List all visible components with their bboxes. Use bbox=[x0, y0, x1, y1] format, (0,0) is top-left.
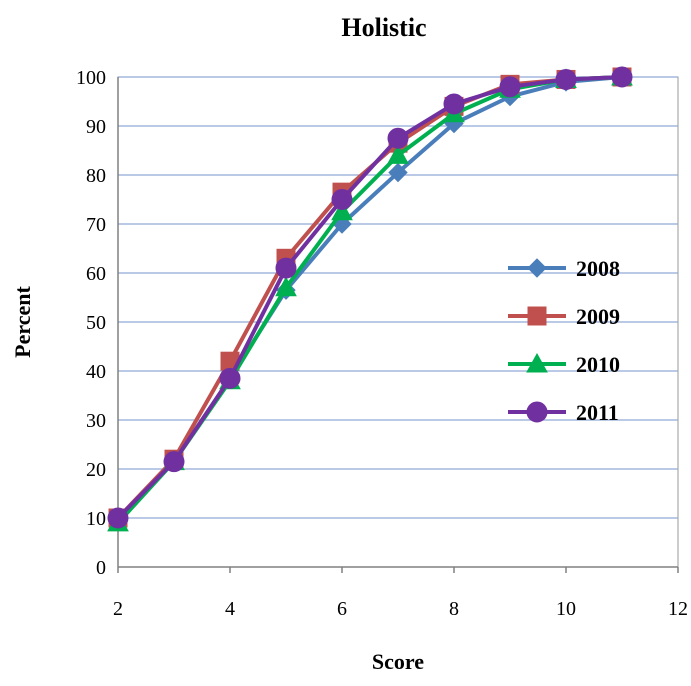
y-tick-label: 30 bbox=[86, 410, 106, 432]
data-point-circle bbox=[443, 93, 465, 115]
gridlines bbox=[118, 76, 678, 519]
series-line-2011 bbox=[116, 75, 624, 520]
data-point-circle bbox=[107, 507, 129, 529]
legend-entry-2009: 2009 bbox=[508, 304, 620, 329]
y-tick-label: 70 bbox=[86, 214, 106, 236]
y-tick-label: 20 bbox=[86, 459, 106, 481]
series-2011 bbox=[107, 66, 633, 529]
x-tick-label: 12 bbox=[668, 598, 688, 620]
y-tick-label: 100 bbox=[76, 67, 106, 89]
data-point-triangle bbox=[275, 276, 297, 297]
data-point-diamond bbox=[527, 258, 547, 278]
data-point-circle bbox=[275, 257, 297, 279]
y-axis-title: Percent bbox=[10, 286, 35, 358]
data-point-circle bbox=[555, 68, 577, 90]
legend: 2008 2009 2010 2011 bbox=[508, 256, 620, 425]
data-point-square bbox=[527, 306, 547, 326]
y-tick-label: 0 bbox=[96, 557, 106, 579]
y-tick-label: 80 bbox=[86, 165, 106, 187]
legend-label: 2010 bbox=[576, 352, 620, 377]
legend-entry-2011: 2011 bbox=[508, 400, 619, 425]
x-tick-label: 10 bbox=[556, 598, 576, 620]
y-tick-label: 40 bbox=[86, 361, 106, 383]
legend-entry-2010: 2010 bbox=[508, 352, 620, 377]
data-point-circle bbox=[331, 189, 353, 210]
axes: 0 10 20 30 40 50 60 70 80 90 100 2 4 6 8 10 12 bbox=[76, 67, 688, 620]
series-group bbox=[107, 65, 633, 532]
data-point-triangle bbox=[387, 144, 409, 164]
data-point-circle bbox=[611, 66, 633, 88]
data-point-circle bbox=[219, 367, 241, 389]
data-point-diamond bbox=[388, 162, 408, 183]
x-axis-title: Score bbox=[372, 649, 424, 674]
legend-label: 2011 bbox=[576, 400, 619, 425]
data-point-triangle bbox=[526, 352, 548, 373]
x-tick-label: 2 bbox=[113, 598, 123, 620]
legend-label: 2008 bbox=[576, 256, 620, 281]
x-tick-label: 8 bbox=[449, 598, 459, 620]
y-tick-label: 50 bbox=[86, 312, 106, 334]
x-tick-label: 4 bbox=[225, 598, 235, 620]
y-tick-label: 90 bbox=[86, 116, 106, 138]
y-tick-label: 60 bbox=[86, 263, 106, 285]
chart-title: Holistic bbox=[341, 13, 426, 42]
data-point-circle bbox=[499, 76, 521, 98]
data-point-circle bbox=[387, 127, 409, 149]
data-point-triangle bbox=[331, 200, 353, 221]
legend-label: 2009 bbox=[576, 304, 620, 329]
y-tick-label: 10 bbox=[86, 508, 106, 530]
data-point-circle bbox=[163, 451, 185, 473]
x-tick-label: 6 bbox=[337, 598, 347, 620]
legend-entry-2008: 2008 bbox=[508, 256, 620, 281]
data-point-circle bbox=[526, 401, 548, 423]
